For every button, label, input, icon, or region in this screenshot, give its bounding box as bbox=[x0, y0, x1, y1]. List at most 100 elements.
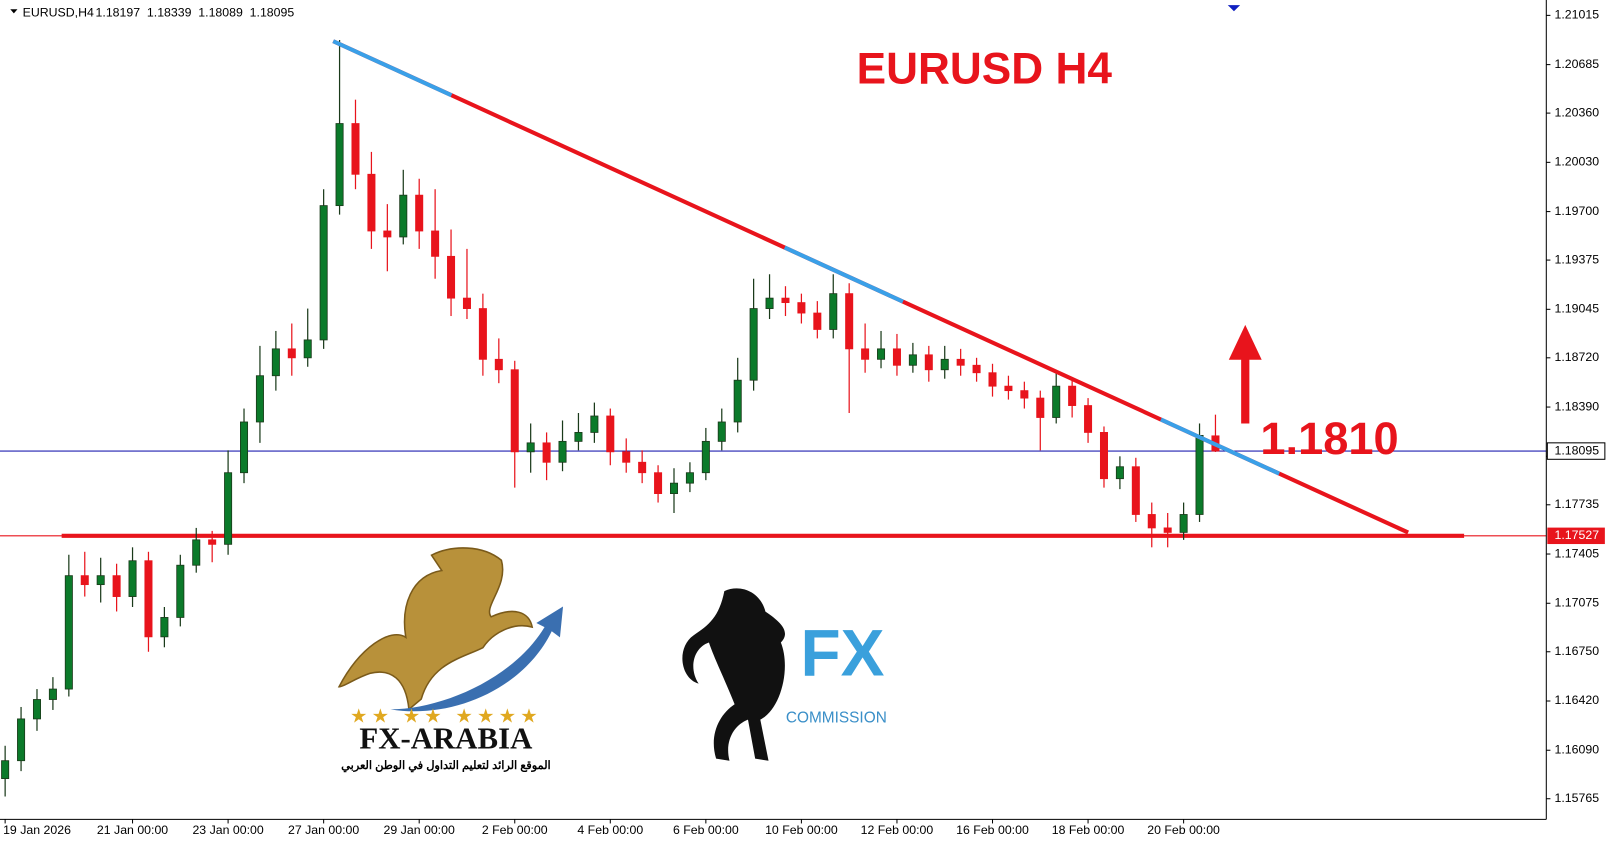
y-tick-label: 1.21015 bbox=[1555, 8, 1600, 22]
x-tick-label: 18 Feb 00:00 bbox=[1052, 823, 1125, 837]
x-tick-label: 2 Feb 00:00 bbox=[482, 823, 548, 837]
support-label-box bbox=[1547, 527, 1605, 545]
x-tick-label: 16 Feb 00:00 bbox=[956, 823, 1029, 837]
candle-body bbox=[271, 348, 280, 377]
candle-body bbox=[701, 440, 710, 474]
candle-body bbox=[733, 379, 742, 423]
trend-highlight bbox=[783, 245, 904, 304]
candle-body bbox=[654, 472, 663, 495]
candle-body bbox=[638, 461, 647, 474]
candle-body bbox=[590, 415, 599, 433]
candle-body bbox=[1036, 397, 1045, 418]
menu-arrow[interactable] bbox=[10, 9, 18, 14]
candle-body bbox=[160, 617, 169, 638]
candle-body bbox=[622, 451, 631, 463]
y-tick-label: 1.17075 bbox=[1555, 596, 1600, 610]
candle-body bbox=[112, 575, 121, 597]
candle-body bbox=[144, 560, 153, 638]
x-tick-label: 19 Jan 2026 bbox=[3, 823, 71, 837]
candle-body bbox=[415, 194, 424, 232]
candle-body bbox=[399, 194, 408, 238]
candle-body bbox=[972, 364, 981, 374]
y-tick-label: 1.16750 bbox=[1555, 644, 1600, 658]
up-arrow bbox=[1228, 324, 1262, 424]
candle-body bbox=[128, 560, 137, 597]
y-tick-label: 1.16090 bbox=[1555, 742, 1600, 756]
candle-body bbox=[287, 348, 296, 359]
candle-body bbox=[367, 173, 376, 232]
svg-text:الموقع الرائد لتعليم التداول ف: الموقع الرائد لتعليم التداول في الوطن ال… bbox=[341, 760, 551, 773]
candle-body bbox=[494, 358, 503, 371]
candle-body bbox=[192, 539, 201, 566]
candle-body bbox=[1020, 390, 1029, 399]
candle-body bbox=[1068, 385, 1077, 406]
logo-fx-commission: FX COMMISSION bbox=[682, 588, 887, 761]
x-tick-label: 6 Feb 00:00 bbox=[673, 823, 739, 837]
candle-body bbox=[606, 415, 615, 453]
candle-body bbox=[447, 255, 456, 299]
candle-body bbox=[558, 440, 567, 463]
candle-body bbox=[526, 442, 535, 453]
y-tick-label: 1.20360 bbox=[1555, 105, 1600, 119]
candle-body bbox=[861, 348, 870, 360]
candle-body bbox=[542, 442, 551, 463]
x-tick-label: 23 Jan 00:00 bbox=[192, 823, 263, 837]
ohlc-high: 1.18339 bbox=[147, 6, 192, 20]
candle-body bbox=[574, 432, 583, 442]
y-tick-label: 1.18390 bbox=[1555, 399, 1600, 413]
candle-body bbox=[1179, 514, 1188, 533]
candle-body bbox=[351, 123, 360, 175]
y-tick-label: 1.19700 bbox=[1555, 204, 1600, 218]
candle-body bbox=[96, 575, 105, 586]
candle-body bbox=[17, 718, 26, 762]
candle-body bbox=[1, 760, 10, 780]
x-tick-label: 20 Feb 00:00 bbox=[1147, 823, 1220, 837]
ohlc-open: 1.18197 bbox=[96, 6, 141, 20]
x-tick-label: 21 Jan 00:00 bbox=[97, 823, 168, 837]
logo-fx-arabia: ★★ ★★ ★★★★ FX-ARABIA الموقع الرائد لتعلي… bbox=[337, 547, 564, 773]
y-tick-label: 1.15765 bbox=[1555, 791, 1600, 805]
candle-body bbox=[303, 339, 312, 359]
x-tick-label: 29 Jan 00:00 bbox=[384, 823, 455, 837]
svg-text:★★ ★★ ★★★★: ★★ ★★ ★★★★ bbox=[350, 706, 542, 728]
x-tick-label: 27 Jan 00:00 bbox=[288, 823, 359, 837]
candle-body bbox=[988, 372, 997, 387]
candle-body bbox=[892, 348, 901, 366]
x-tick-label: 4 Feb 00:00 bbox=[577, 823, 643, 837]
y-tick-label: 1.17405 bbox=[1555, 546, 1600, 560]
candle-body bbox=[669, 482, 679, 495]
candle-body bbox=[335, 123, 344, 207]
candle-body bbox=[1195, 434, 1204, 515]
ohlc-close: 1.18095 bbox=[250, 6, 295, 20]
candle-body bbox=[176, 564, 185, 618]
plot-area bbox=[0, 39, 1547, 797]
symbol: EURUSD,H4 bbox=[23, 6, 94, 20]
candle-body bbox=[80, 575, 89, 586]
chart-title: EURUSD H4 bbox=[857, 45, 1113, 94]
candle-body bbox=[749, 308, 758, 381]
y-tick-label: 1.19045 bbox=[1555, 302, 1600, 316]
candle-body bbox=[1115, 466, 1124, 480]
candle-body bbox=[319, 205, 328, 341]
price-label: 1.18095 bbox=[1555, 443, 1600, 457]
candle-body bbox=[1084, 405, 1093, 433]
candle-body bbox=[685, 472, 694, 484]
candle-body bbox=[781, 297, 790, 304]
candle-body bbox=[48, 688, 57, 700]
candle-body bbox=[845, 293, 854, 350]
candle-body bbox=[208, 539, 217, 545]
y-tick-label: 1.19375 bbox=[1555, 252, 1600, 266]
svg-text:FX-ARABIA: FX-ARABIA bbox=[359, 721, 533, 755]
candle-body bbox=[431, 230, 440, 257]
candle-body bbox=[956, 358, 965, 366]
candle-body bbox=[940, 358, 949, 371]
candle-body bbox=[797, 302, 806, 314]
candle-body bbox=[765, 297, 774, 309]
candle-body bbox=[462, 297, 471, 309]
y-tick-label: 1.20685 bbox=[1555, 57, 1600, 71]
y-tick-label: 1.17735 bbox=[1555, 497, 1600, 511]
trend-highlight bbox=[332, 39, 453, 98]
candle-body bbox=[255, 375, 264, 423]
trend-highlight bbox=[1160, 417, 1281, 476]
